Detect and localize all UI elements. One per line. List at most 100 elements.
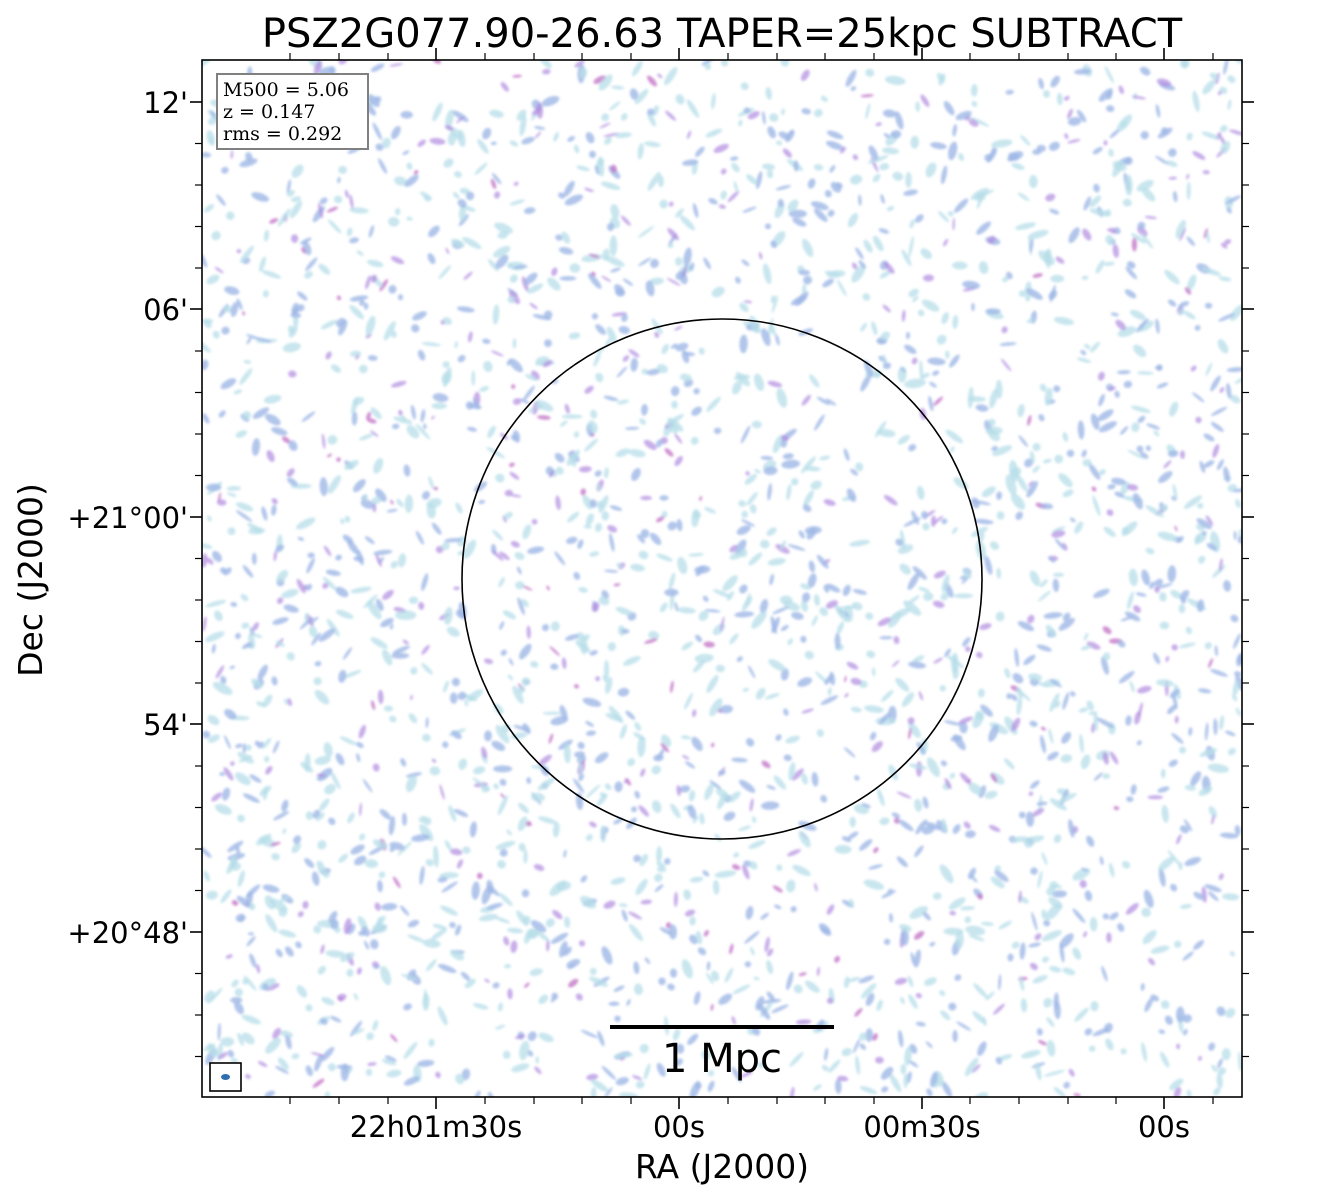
noise-blob [437, 1006, 448, 1026]
noise-blob [661, 510, 668, 518]
noise-blob [1090, 341, 1100, 353]
noise-blob [610, 164, 617, 173]
noise-blob [702, 595, 709, 602]
noise-blob [208, 734, 220, 743]
noise-blob [1183, 310, 1196, 320]
noise-blob [257, 1061, 268, 1067]
noise-blob [995, 611, 1005, 622]
noise-blob [779, 595, 793, 605]
noise-blob [660, 742, 670, 753]
noise-blob [1168, 176, 1178, 180]
noise-blob [995, 379, 1003, 399]
noise-blob [577, 741, 585, 750]
noise-blob [1053, 834, 1062, 844]
noise-blob [847, 213, 859, 228]
noise-blob [403, 464, 411, 477]
noise-blob [659, 927, 672, 935]
noise-blob [1196, 518, 1212, 530]
noise-blob [1125, 266, 1138, 280]
noise-blob [283, 604, 299, 613]
noise-blob [320, 944, 325, 955]
x-tick-label: 00s [653, 1110, 705, 1144]
noise-blob [479, 386, 490, 392]
noise-blob [492, 982, 500, 989]
noise-blob [1185, 626, 1193, 635]
noise-blob [1112, 160, 1127, 172]
noise-blob [518, 842, 526, 852]
noise-blob [555, 234, 563, 241]
noise-blob [542, 360, 553, 368]
noise-blob [282, 828, 287, 835]
noise-blob [588, 150, 597, 159]
noise-blob [227, 840, 244, 853]
noise-blob [447, 131, 457, 146]
noise-blob [276, 569, 289, 583]
noise-blob [212, 681, 233, 695]
noise-blob [373, 457, 384, 474]
noise-blob [800, 600, 809, 612]
noise-blob [1124, 611, 1141, 622]
noise-blob [589, 650, 598, 656]
noise-blob [1234, 825, 1241, 836]
noise-blob [769, 573, 775, 586]
noise-blob [453, 809, 469, 818]
noise-blob [1158, 867, 1166, 887]
scale-bar: 1 Mpc [610, 1025, 834, 1082]
noise-blob [554, 551, 566, 566]
noise-blob [1046, 886, 1056, 896]
noise-blob [697, 947, 707, 956]
noise-blob [1027, 480, 1034, 487]
noise-blob [310, 1052, 325, 1057]
noise-blob [955, 930, 964, 949]
noise-blob [641, 404, 648, 416]
noise-blob [908, 661, 927, 669]
noise-blob [907, 717, 915, 725]
noise-blob [740, 82, 749, 91]
noise-blob [1026, 480, 1038, 498]
plot-background [202, 60, 1242, 1097]
noise-blob [1171, 644, 1178, 651]
noise-blob [623, 655, 641, 666]
noise-blob [1174, 715, 1179, 724]
noise-blob [613, 583, 621, 587]
noise-blob [380, 618, 394, 628]
noise-blob [684, 692, 693, 710]
noise-blob [1149, 581, 1156, 589]
noise-blob [914, 845, 924, 858]
noise-blob [736, 525, 751, 536]
noise-blob [389, 715, 397, 723]
noise-blob [288, 324, 298, 338]
noise-blob [398, 409, 403, 416]
noise-blob [731, 380, 742, 395]
noise-blob [202, 318, 214, 324]
noise-blob [760, 455, 773, 461]
noise-blob [829, 165, 836, 173]
noise-blob [814, 883, 818, 892]
noise-blob [320, 319, 338, 330]
noise-blob [908, 288, 919, 298]
noise-blob [1199, 460, 1206, 473]
noise-blob [916, 485, 925, 500]
noise-blob [852, 589, 867, 595]
noise-blob [509, 140, 519, 147]
noise-blob [429, 137, 446, 145]
noise-blob [1193, 891, 1205, 900]
noise-blob [509, 274, 518, 283]
noise-blob [296, 985, 308, 998]
noise-blob [941, 1081, 953, 1097]
noise-blob [1076, 357, 1092, 363]
noise-blob [909, 219, 915, 229]
noise-blob [660, 734, 672, 747]
noise-blob [314, 661, 322, 667]
noise-blob [245, 744, 252, 751]
noise-blob [849, 816, 856, 828]
noise-blob [400, 758, 407, 767]
noise-blob [389, 623, 394, 630]
noise-blob [701, 60, 714, 66]
noise-blob [1140, 983, 1145, 991]
noise-blob [472, 397, 480, 409]
noise-blob [916, 741, 926, 755]
noise-blob [866, 650, 876, 659]
noise-blob [849, 539, 871, 547]
noise-blob [239, 158, 258, 168]
